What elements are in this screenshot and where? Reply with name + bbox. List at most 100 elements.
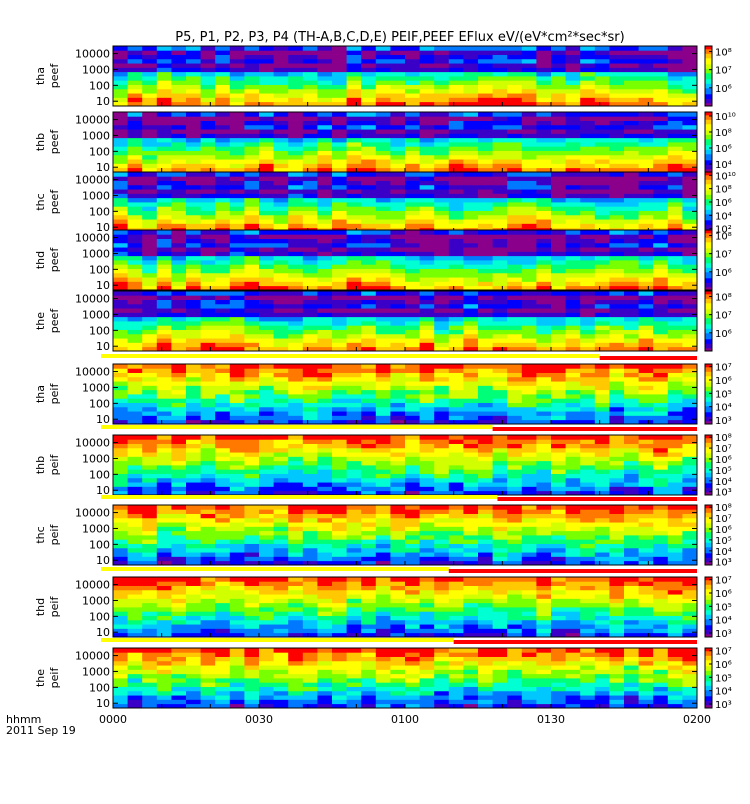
spectrogram-cell — [215, 269, 230, 274]
spectrogram-cell — [551, 142, 566, 147]
spectrogram-cell — [551, 381, 566, 386]
spectrogram-cell — [215, 76, 230, 81]
spectrogram-cell — [624, 439, 639, 444]
spectrogram-cell — [653, 486, 668, 491]
spectrogram-cell — [171, 474, 186, 479]
spectrogram-cell — [434, 394, 449, 399]
spectrogram-cell — [536, 452, 551, 457]
spectrogram-cell — [405, 281, 420, 286]
spectrogram-cell — [493, 334, 508, 339]
spectrogram-cell — [128, 385, 143, 390]
spectrogram-cell — [201, 291, 216, 296]
spectrogram-cell — [157, 264, 172, 269]
spectrogram-cell — [157, 461, 172, 466]
spectrogram-cell — [215, 482, 230, 487]
spectrogram-cell — [201, 518, 216, 523]
flag-bar-segment — [493, 427, 697, 431]
spectrogram-cell — [595, 321, 610, 326]
spectrogram-cell — [288, 89, 303, 94]
spectrogram-cell — [551, 264, 566, 269]
spectrogram-cell — [478, 377, 493, 382]
spectrogram-cell — [390, 291, 405, 296]
spectrogram-cell — [536, 230, 551, 235]
spectrogram-cell — [434, 403, 449, 408]
spectrogram-cell — [536, 535, 551, 540]
spectrogram-cell — [288, 448, 303, 453]
spectrogram-cell — [230, 223, 245, 228]
spectrogram-cell — [639, 215, 654, 220]
spectrogram-cell — [332, 219, 347, 224]
spectrogram-cell — [274, 142, 289, 147]
spectrogram-cell — [551, 223, 566, 228]
spectrogram-cell — [259, 239, 274, 244]
colorbar-tick-label: 10⁴ — [715, 160, 732, 171]
spectrogram-cell — [420, 364, 435, 369]
spectrogram-cell — [566, 72, 581, 77]
spectrogram-cell — [682, 317, 697, 322]
spectrogram-cell — [434, 295, 449, 300]
spectrogram-cell — [639, 234, 654, 239]
spectrogram-cell — [682, 55, 697, 60]
spectrogram-cell — [493, 215, 508, 220]
spectrogram-cell — [639, 206, 654, 211]
spectrogram-cell — [682, 129, 697, 134]
spectrogram-cell — [230, 364, 245, 369]
spectrogram-cell — [507, 89, 522, 94]
spectrogram-cell — [171, 234, 186, 239]
spectrogram-cell — [186, 552, 201, 557]
spectrogram-cell — [142, 452, 157, 457]
spectrogram-cell — [405, 478, 420, 483]
spectrogram-cell — [536, 415, 551, 420]
spectrogram-cell — [157, 133, 172, 138]
spectrogram-cell — [449, 338, 464, 343]
spectrogram-cell — [274, 189, 289, 194]
spectrogram-cell — [113, 548, 128, 553]
spectrogram-cell — [376, 526, 391, 531]
spectrogram-cell — [624, 239, 639, 244]
spectrogram-cell — [536, 76, 551, 81]
spectrogram-cell — [201, 198, 216, 203]
spectrogram-cell — [157, 518, 172, 523]
spectrogram-cell — [376, 514, 391, 519]
spectrogram-cell — [551, 394, 566, 399]
spectrogram-cell — [522, 172, 537, 177]
spectrogram-cell — [595, 312, 610, 317]
spectrogram-cell — [347, 133, 362, 138]
spectrogram-cell — [595, 215, 610, 220]
spectrogram-cell — [449, 219, 464, 224]
spectrogram-cell — [566, 215, 581, 220]
spectrogram-cell — [317, 304, 332, 309]
spectrogram-cell — [361, 364, 376, 369]
spectrogram-cell — [536, 46, 551, 51]
spectrogram-cell — [566, 176, 581, 181]
spectrogram-cell — [157, 80, 172, 85]
panel-probe-label: tha — [34, 67, 47, 85]
spectrogram-cell — [522, 97, 537, 102]
spectrogram-cell — [420, 330, 435, 335]
spectrogram-cell — [624, 514, 639, 519]
spectrogram-cell — [244, 435, 259, 440]
spectrogram-cell — [434, 539, 449, 544]
spectrogram-cell — [128, 415, 143, 420]
spectrogram-cell — [624, 407, 639, 412]
spectrogram-cell — [230, 193, 245, 198]
spectrogram-cell — [551, 334, 566, 339]
spectrogram-cell — [303, 234, 318, 239]
spectrogram-cell — [609, 181, 624, 186]
spectrogram-cell — [609, 312, 624, 317]
spectrogram-cell — [215, 312, 230, 317]
spectrogram-cell — [493, 239, 508, 244]
spectrogram-cell — [609, 151, 624, 156]
spectrogram-cell — [142, 505, 157, 510]
spectrogram-cell — [244, 456, 259, 461]
spectrogram-cell — [244, 461, 259, 466]
spectrogram-cell — [186, 80, 201, 85]
spectrogram-cell — [113, 112, 128, 117]
spectrogram-cell — [405, 474, 420, 479]
spectrogram-cell — [478, 112, 493, 117]
spectrogram-cell — [405, 291, 420, 296]
spectrogram-cell — [639, 281, 654, 286]
spectrogram-cell — [303, 509, 318, 514]
spectrogram-cell — [244, 163, 259, 168]
